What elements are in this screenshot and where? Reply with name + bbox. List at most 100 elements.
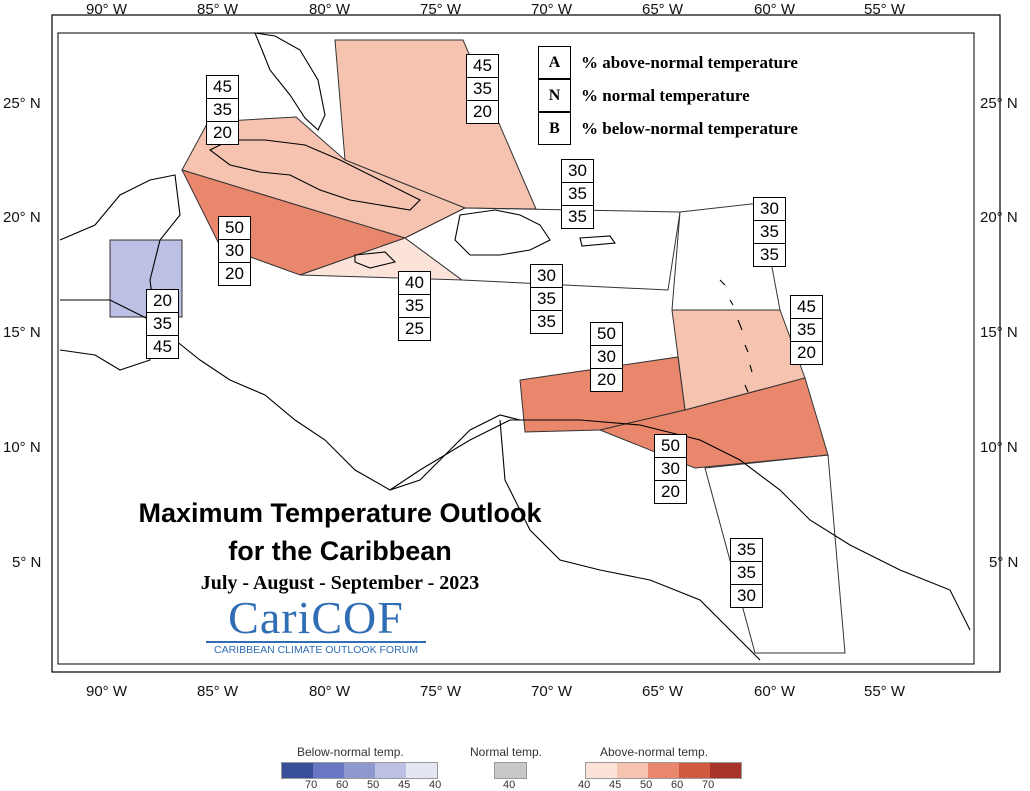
normal-value: 35: [467, 78, 498, 101]
lat-label: 20° N: [980, 209, 1018, 226]
colorbar-tick: 60: [671, 779, 684, 791]
colorbar-swatch: [710, 763, 741, 778]
forecast-box-cayman: 50 30 20: [218, 216, 251, 286]
below-value: 20: [225, 264, 244, 283]
lon-label: 70° W: [531, 683, 573, 700]
colorbar-swatch: [282, 763, 313, 778]
colorbar-tick: 45: [609, 779, 622, 791]
colorbar-swatch: [648, 763, 679, 778]
legend-letter: B: [538, 112, 571, 145]
below-value: 45: [153, 337, 172, 356]
forecast-box-hispaniola-north: 30 35 35: [561, 159, 594, 229]
lon-label: 75° W: [420, 683, 462, 700]
lon-label: 60° W: [754, 1, 796, 18]
logo-word: CariCOF: [228, 592, 404, 643]
forecast-box-trinidad: 50 30 20: [654, 434, 687, 504]
legend-row-normal: N % normal temperature: [538, 79, 798, 112]
colorbar-swatch: [495, 763, 526, 778]
forecast-box-leeward: 30 35 35: [753, 197, 786, 267]
normal-value: 30: [219, 240, 250, 263]
colorbar-tick: 40: [578, 779, 591, 791]
normal-value: 35: [531, 288, 562, 311]
colorbar-tick: 40: [503, 779, 516, 791]
lon-label: 65° W: [642, 683, 684, 700]
colorbar-tick: 60: [336, 779, 349, 791]
lon-label: 60° W: [754, 683, 796, 700]
map-title-line2: for the Caribbean: [228, 536, 452, 566]
colorbar-swatch: [679, 763, 710, 778]
colorbar-tick: 40: [429, 779, 442, 791]
lon-label: 55° W: [864, 683, 906, 700]
legend-letter: N: [538, 79, 571, 112]
forecast-box-jamaica: 40 35 25: [398, 271, 431, 341]
forecast-box-belize: 20 35 45: [146, 289, 179, 359]
coastlines: [59, 32, 971, 661]
lon-label: 85° W: [197, 1, 239, 18]
normal-value: 30: [655, 458, 686, 481]
normal-value: 30: [591, 346, 622, 369]
below-value: 20: [597, 370, 616, 389]
colorbar-swatch: [586, 763, 617, 778]
lat-label: 10° N: [3, 439, 41, 456]
above-value: 30: [754, 198, 785, 221]
above-value: 20: [147, 290, 178, 313]
lon-label: 85° W: [197, 683, 239, 700]
lat-label: 15° N: [980, 324, 1018, 341]
legend-row-below: B % below-normal temperature: [538, 112, 798, 145]
lon-label: 70° W: [531, 1, 573, 18]
below-value: 35: [537, 312, 556, 331]
legend-text: % below-normal temperature: [581, 118, 798, 138]
forecast-box-bahamas: 45 35 20: [466, 54, 499, 124]
lon-label: 55° W: [864, 1, 906, 18]
legend-key: A % above-normal temperature N % normal …: [538, 46, 798, 145]
forecast-box-hispaniola-south: 30 35 35: [530, 264, 563, 334]
below-value: 20: [661, 482, 680, 501]
season-subtitle: July - August - September - 2023: [200, 572, 480, 594]
lon-bottom-labels: 90° W 85° W 80° W 75° W 70° W 65° W 60° …: [86, 683, 906, 700]
lat-label: 20° N: [3, 209, 41, 226]
above-value: 35: [731, 539, 762, 562]
colorbar-above-title: Above-normal temp.: [600, 745, 709, 759]
map-inner-frame: [57, 32, 975, 665]
lat-label: 5° N: [12, 554, 41, 571]
colorbar-swatch: [344, 763, 375, 778]
below-value: 20: [473, 102, 492, 121]
normal-value: 35: [147, 313, 178, 336]
below-value: 25: [405, 319, 424, 338]
map-title: Maximum Temperature Outlook: [138, 498, 542, 528]
lon-label: 90° W: [86, 683, 128, 700]
normal-value: 35: [754, 221, 785, 244]
lon-label: 75° W: [420, 1, 462, 18]
lat-right-labels: 25° N 20° N 15° N 10° N 5° N: [980, 95, 1018, 571]
legend-letter: A: [538, 46, 571, 79]
above-value: 40: [399, 272, 430, 295]
above-value: 50: [591, 323, 622, 346]
logo-tagline: CARIBBEAN CLIMATE OUTLOOK FORUM: [214, 644, 418, 656]
above-value: 50: [655, 435, 686, 458]
lat-label: 25° N: [3, 95, 41, 112]
lon-label: 65° W: [642, 1, 684, 18]
below-value: 20: [213, 123, 232, 142]
forecast-box-abc-islands: 50 30 20: [590, 322, 623, 392]
colorbar-below-title: Below-normal temp.: [297, 745, 404, 759]
colorbar-swatch: [406, 763, 437, 778]
lat-label: 25° N: [980, 95, 1018, 112]
caricof-logo: CariCOF CARIBBEAN CLIMATE OUTLOOK FORUM: [200, 592, 432, 656]
colorbar-swatch: [617, 763, 648, 778]
above-value: 30: [562, 160, 593, 183]
below-value: 20: [797, 343, 816, 362]
colorbar-normal: [494, 762, 527, 779]
lon-top-labels: 90° W 85° W 80° W 75° W 70° W 65° W 60° …: [86, 1, 906, 18]
colorbar-tick: 45: [398, 779, 411, 791]
above-value: 45: [791, 296, 822, 319]
logo-divider: [206, 641, 426, 643]
lat-label: 5° N: [989, 554, 1018, 571]
lat-label: 15° N: [3, 324, 41, 341]
lon-label: 80° W: [309, 683, 351, 700]
colorbar-tick: 50: [367, 779, 380, 791]
normal-value: 35: [562, 183, 593, 206]
legend-text: % normal temperature: [581, 85, 750, 105]
forecast-box-guianas: 35 35 30: [730, 538, 763, 608]
lat-left-labels: 25° N 20° N 15° N 10° N 5° N: [3, 95, 41, 571]
normal-value: 35: [399, 295, 430, 318]
